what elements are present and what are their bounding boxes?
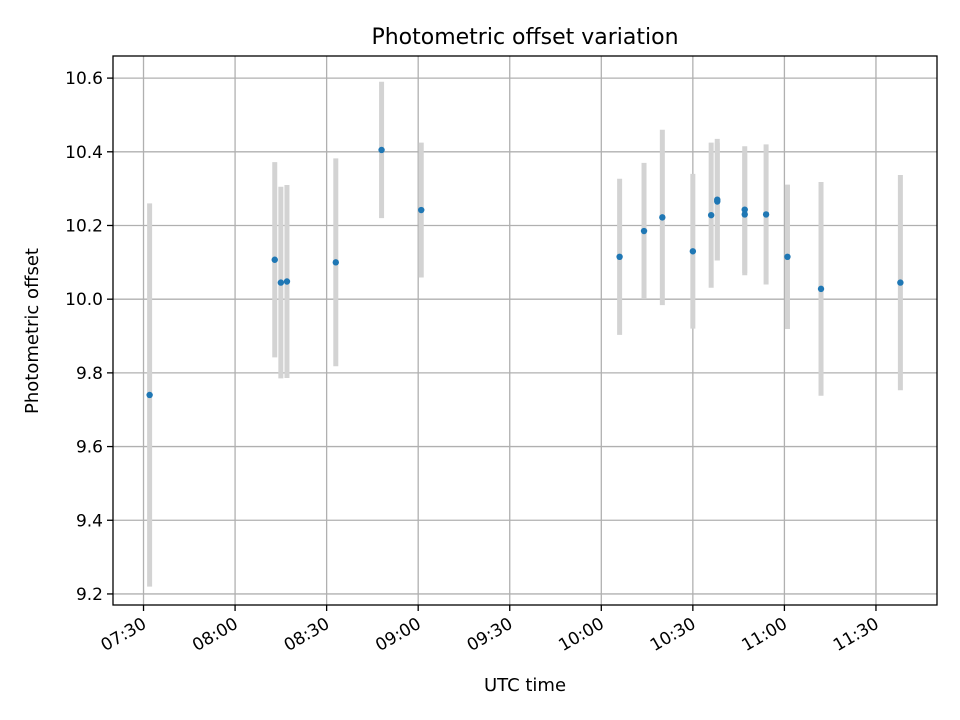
- y-tick-label: 9.4: [76, 511, 103, 531]
- data-point: [378, 146, 385, 154]
- data-point: [817, 285, 825, 293]
- y-tick-label: 9.8: [76, 364, 103, 384]
- y-tick-label: 9.2: [76, 585, 103, 605]
- y-tick-label: 10.0: [65, 290, 103, 310]
- data-point: [741, 206, 748, 213]
- data-point: [271, 256, 278, 263]
- data-point: [897, 279, 904, 286]
- y-tick-label: 10.2: [65, 216, 103, 236]
- chart-title: Photometric offset variation: [371, 25, 678, 50]
- data-point: [418, 206, 425, 214]
- plot-area: 07:30 08:00 08:30 09:00 09:30 10:00 10:30 11:00…: [65, 55, 938, 656]
- data-point: [640, 227, 648, 235]
- data-point: [283, 278, 291, 285]
- data-point: [659, 214, 666, 221]
- data-point: [784, 253, 791, 261]
- data-point: [741, 211, 748, 218]
- data-point: [707, 211, 715, 219]
- data-point: [762, 211, 770, 218]
- axes-frame: [112, 55, 938, 606]
- y-tick-label: 10.6: [65, 69, 103, 89]
- data-point: [332, 259, 339, 266]
- data-point: [277, 279, 285, 286]
- data-point: [689, 248, 697, 255]
- data-point: [616, 253, 623, 261]
- data-point: [146, 391, 153, 399]
- y-axis-label: Photometric offset: [22, 248, 43, 414]
- y-tick-label: 10.4: [65, 143, 103, 163]
- data-point: [714, 196, 721, 203]
- x-axis-label: UTC time: [484, 675, 566, 696]
- y-tick-label: 9.6: [76, 438, 103, 458]
